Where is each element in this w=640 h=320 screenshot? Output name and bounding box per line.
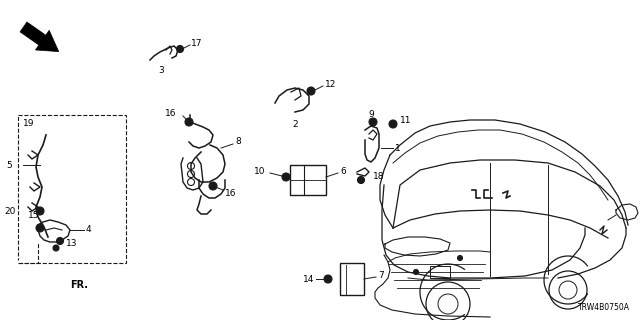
Circle shape [358, 177, 365, 183]
Text: 20: 20 [4, 206, 16, 215]
Text: 19: 19 [23, 118, 35, 127]
Circle shape [53, 245, 59, 251]
Circle shape [413, 269, 419, 275]
Text: 12: 12 [325, 79, 337, 89]
Text: 18: 18 [373, 172, 385, 180]
Circle shape [324, 275, 332, 283]
Circle shape [282, 173, 290, 181]
Text: 6: 6 [340, 166, 346, 175]
Text: 2: 2 [292, 119, 298, 129]
Circle shape [36, 207, 44, 215]
Text: 9: 9 [368, 109, 374, 118]
Text: 4: 4 [86, 226, 92, 235]
Text: 1: 1 [395, 143, 401, 153]
Text: 8: 8 [235, 137, 241, 146]
Text: 10: 10 [254, 166, 266, 175]
Circle shape [36, 224, 44, 232]
Text: 11: 11 [400, 116, 412, 124]
Circle shape [307, 87, 315, 95]
Circle shape [458, 255, 463, 260]
Circle shape [209, 182, 217, 190]
Text: 5: 5 [6, 161, 12, 170]
Text: 17: 17 [191, 38, 202, 47]
Bar [290, 165, 326, 195]
Circle shape [185, 118, 193, 126]
Circle shape [389, 120, 397, 128]
Circle shape [369, 118, 377, 126]
Text: 7: 7 [378, 270, 384, 279]
Text: TRW4B0750A: TRW4B0750A [578, 303, 630, 312]
Text: 13: 13 [66, 238, 77, 247]
Text: 15: 15 [28, 211, 40, 220]
Bar [340, 263, 364, 295]
Text: 14: 14 [303, 275, 314, 284]
Polygon shape [20, 22, 59, 52]
Circle shape [177, 45, 184, 52]
Text: 3: 3 [158, 66, 164, 75]
Bar [430, 266, 450, 278]
Text: 16: 16 [165, 108, 177, 117]
Circle shape [56, 237, 63, 244]
Text: 16: 16 [225, 188, 237, 197]
Text: FR.: FR. [70, 280, 88, 290]
